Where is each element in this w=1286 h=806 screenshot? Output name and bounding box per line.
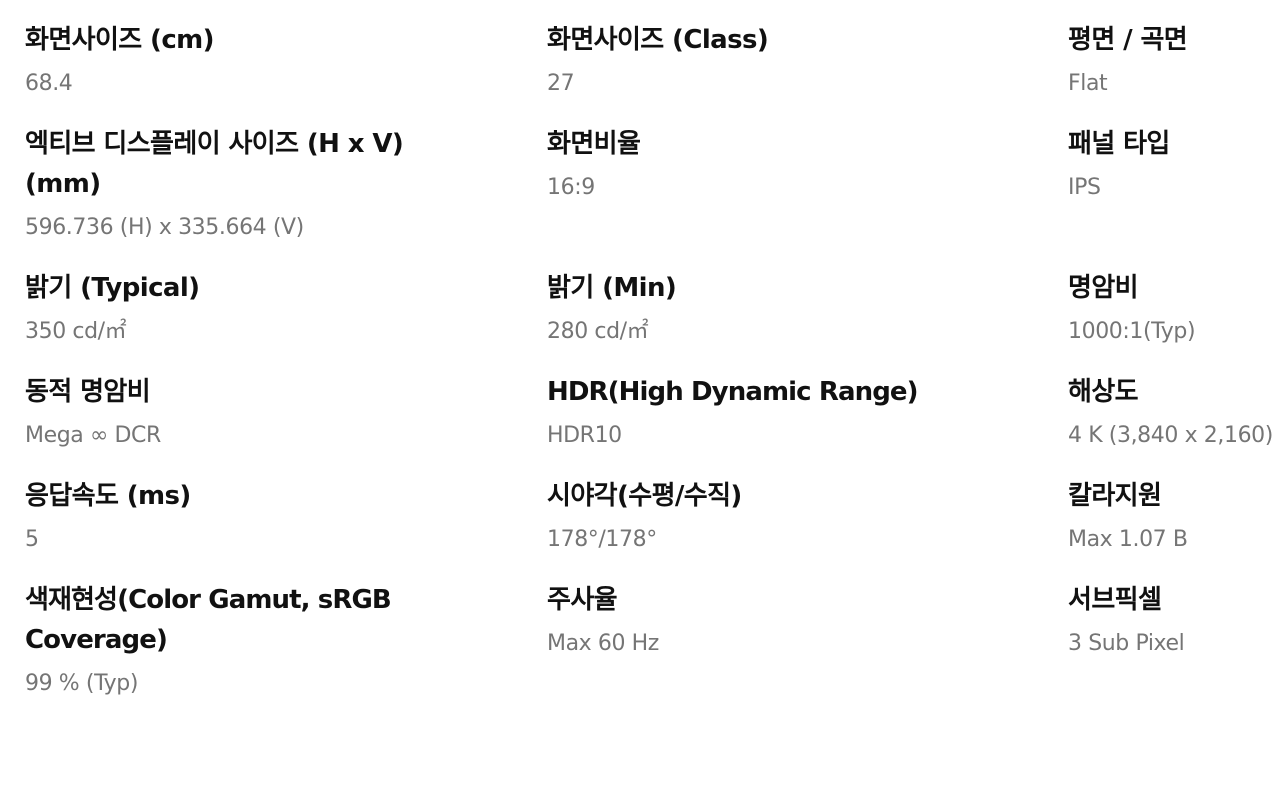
spec-label: 화면사이즈 (cm) [25, 25, 215, 55]
spec-label: 화면사이즈 (Class) [547, 25, 769, 55]
spec-item: 밝기 (Typical) 350 cd/㎡ [25, 268, 547, 372]
spec-label: 명암비 [1068, 273, 1139, 303]
spec-item: 동적 명암비 Mega ∞ DCR [25, 372, 547, 476]
spec-item: 응답속도 (ms) 5 [25, 476, 547, 580]
spec-grid: 화면사이즈 (cm) 68.4 화면사이즈 (Class) 27 평면 / 곡면… [25, 20, 1286, 724]
spec-value: Mega ∞ DCR [25, 423, 161, 448]
spec-label: 칼라지원 [1068, 481, 1162, 511]
spec-item: 칼라지원 Max 1.07 B [1068, 476, 1286, 580]
spec-value: 1000:1(Typ) [1068, 319, 1196, 344]
spec-label: 색재현성(Color Gamut, sRGB Coverage) [25, 585, 392, 655]
spec-value: 27 [547, 71, 575, 96]
spec-label: 해상도 [1068, 377, 1139, 407]
spec-value: HDR10 [547, 423, 622, 448]
spec-item: 화면사이즈 (Class) 27 [547, 20, 1068, 124]
spec-value: 596.736 (H) x 335.664 (V) [25, 215, 304, 240]
spec-label: 주사율 [547, 585, 618, 615]
spec-item: 서브픽셀 3 Sub Pixel [1068, 580, 1286, 724]
spec-value: 178°/178° [547, 527, 657, 552]
spec-item: 패널 타입 IPS [1068, 124, 1286, 268]
spec-item: 밝기 (Min) 280 cd/㎡ [547, 268, 1068, 372]
spec-value: 99 % (Typ) [25, 671, 139, 696]
spec-value: 4 K (3,840 x 2,160) [1068, 423, 1273, 448]
spec-value: Max 60 Hz [547, 631, 659, 656]
spec-item: HDR(High Dynamic Range) HDR10 [547, 372, 1068, 476]
spec-value: IPS [1068, 175, 1101, 200]
spec-label: 화면비율 [547, 129, 641, 159]
spec-label: 엑티브 디스플레이 사이즈 (H x V) (mm) [25, 129, 404, 199]
spec-value: 3 Sub Pixel [1068, 631, 1185, 656]
spec-item: 해상도 4 K (3,840 x 2,160) [1068, 372, 1286, 476]
spec-value: 280 cd/㎡ [547, 319, 649, 344]
spec-label: 동적 명암비 [25, 377, 151, 407]
spec-value: Max 1.07 B [1068, 527, 1188, 552]
spec-item: 화면사이즈 (cm) 68.4 [25, 20, 547, 124]
spec-label: 패널 타입 [1068, 129, 1170, 159]
spec-item: 주사율 Max 60 Hz [547, 580, 1068, 724]
spec-label: 서브픽셀 [1068, 585, 1162, 615]
spec-label: HDR(High Dynamic Range) [547, 377, 919, 407]
spec-label: 밝기 (Typical) [25, 273, 200, 303]
spec-label: 응답속도 (ms) [25, 481, 191, 511]
spec-item: 화면비율 16:9 [547, 124, 1068, 268]
spec-value: 5 [25, 527, 39, 552]
spec-label: 평면 / 곡면 [1068, 25, 1188, 55]
spec-value: 350 cd/㎡ [25, 319, 127, 344]
spec-value: 68.4 [25, 71, 73, 96]
spec-item: 명암비 1000:1(Typ) [1068, 268, 1286, 372]
spec-value: Flat [1068, 71, 1108, 96]
spec-label: 시야각(수평/수직) [547, 481, 742, 511]
spec-item: 색재현성(Color Gamut, sRGB Coverage) 99 % (T… [25, 580, 547, 724]
spec-label: 밝기 (Min) [547, 273, 677, 303]
spec-value: 16:9 [547, 175, 595, 200]
spec-item: 평면 / 곡면 Flat [1068, 20, 1286, 124]
spec-item: 엑티브 디스플레이 사이즈 (H x V) (mm) 596.736 (H) x… [25, 124, 547, 268]
spec-item: 시야각(수평/수직) 178°/178° [547, 476, 1068, 580]
